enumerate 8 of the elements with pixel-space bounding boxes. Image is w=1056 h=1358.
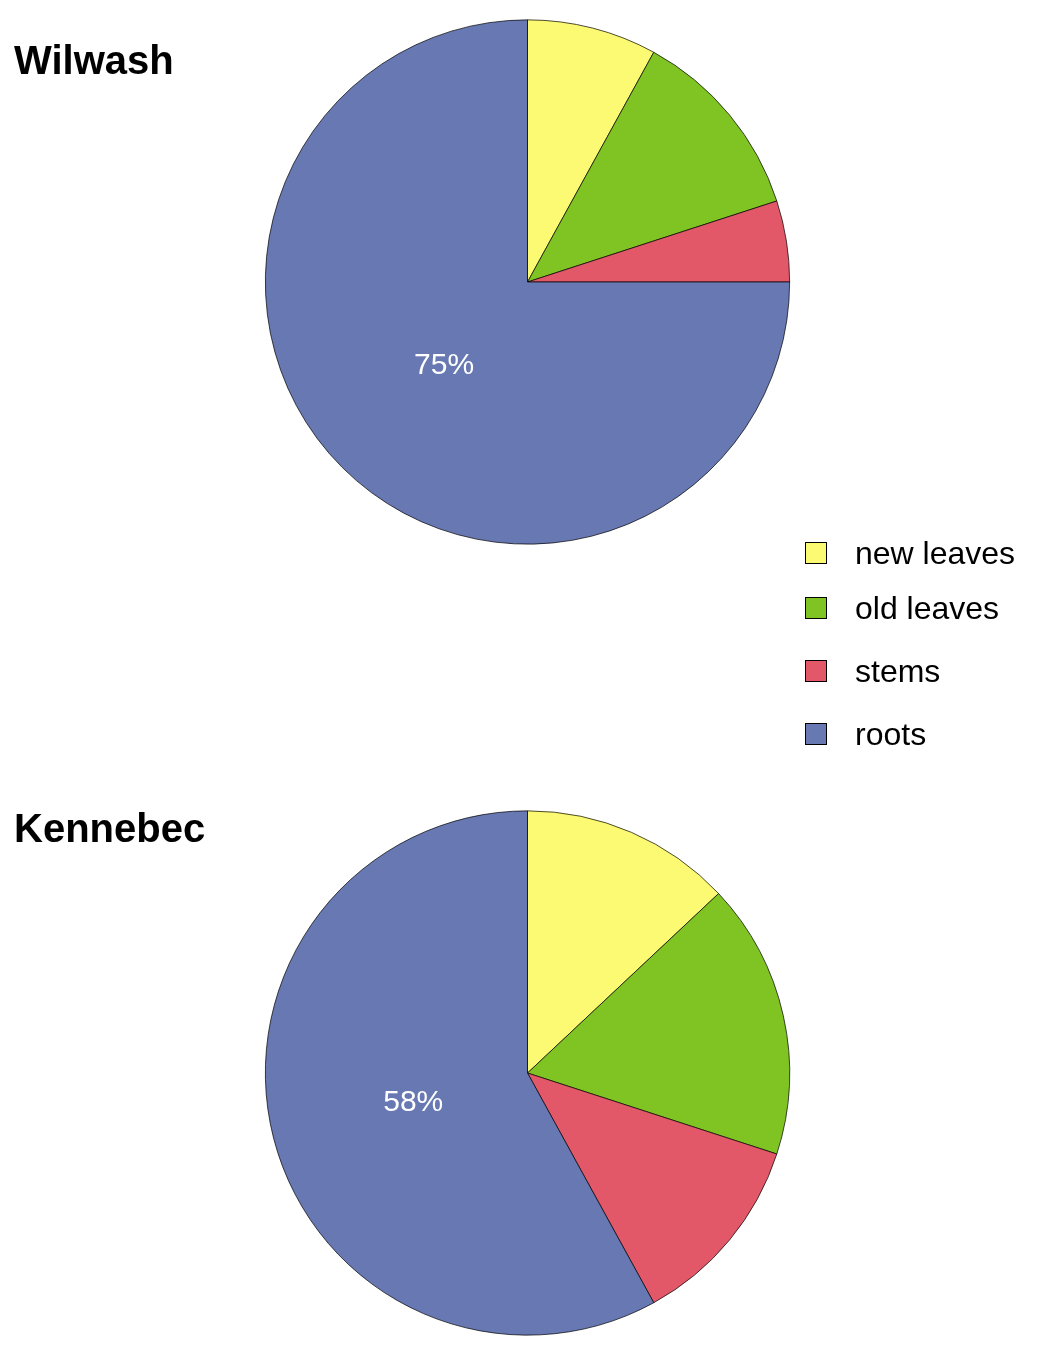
data-label: 75%	[414, 346, 475, 380]
legend-label: roots	[855, 715, 927, 752]
text: Wilwash	[14, 38, 174, 83]
legend-label: new leaves	[855, 535, 1016, 571]
legend-label: stems	[855, 652, 941, 689]
chart-title: Kennebec	[14, 806, 206, 851]
legend-label: old leaves	[855, 589, 1000, 626]
data-label: 58%	[383, 1083, 444, 1117]
